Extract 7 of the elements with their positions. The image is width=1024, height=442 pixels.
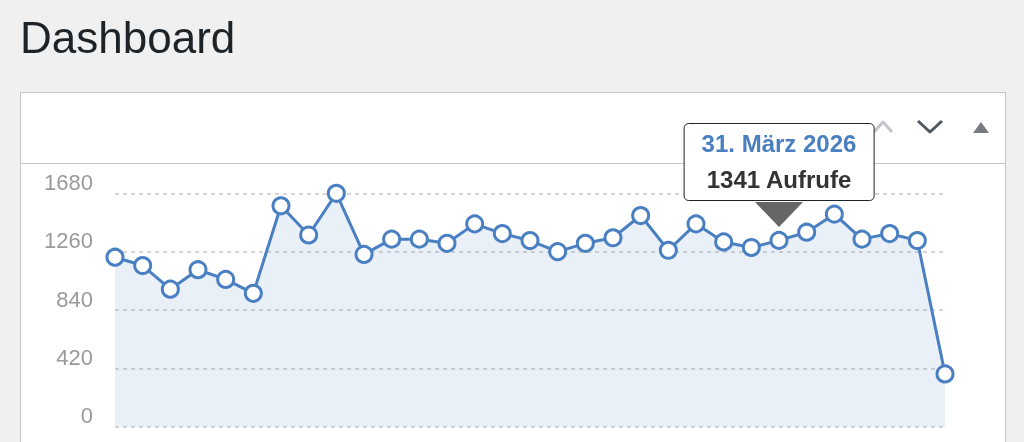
y-tick-label: 1680 [44,169,93,195]
y-tick-label: 1260 [44,228,93,254]
y-tick-label: 420 [56,344,93,370]
y-tick-label: 840 [56,286,93,312]
chart-title: Dashboard [20,13,236,62]
annotation: 31. März 2026 1341 Aufrufe [701,130,857,194]
y-tick-label: 0 [80,403,93,429]
